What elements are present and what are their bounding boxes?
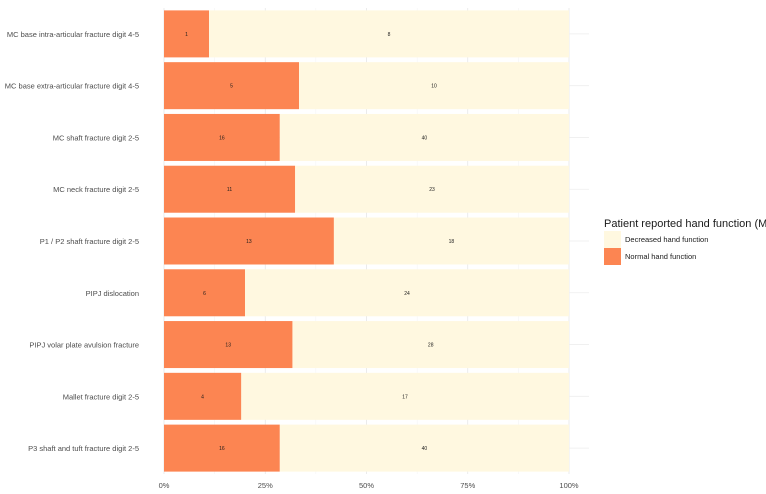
- x-tick-label: 100%: [559, 481, 579, 489]
- bar-decreased: [241, 372, 569, 420]
- data-label: 16: [219, 446, 225, 452]
- data-label: 23: [429, 187, 435, 193]
- bar-normal: [164, 372, 242, 420]
- data-label: 10: [431, 84, 437, 90]
- bar-decreased: [299, 62, 569, 110]
- bar-decreased: [292, 321, 569, 369]
- y-tick-label: PIPJ dislocation: [86, 289, 139, 298]
- x-axis-tick-labels: 0% 25% 50% 75% 100%: [159, 481, 579, 490]
- bar-decreased: [295, 165, 569, 213]
- bar-normal: [164, 165, 296, 213]
- data-label: 17: [402, 394, 408, 400]
- y-axis-tick-labels: MC base intra-articular fracture digit 4…: [5, 30, 139, 453]
- y-tick-label: MC neck fracture digit 2-5: [53, 185, 139, 194]
- y-tick-label: MC shaft fracture digit 2-5: [53, 133, 139, 142]
- y-tick-label: MC base intra-articular fracture digit 4…: [7, 30, 139, 39]
- data-label: 16: [219, 135, 225, 141]
- data-label: 24: [404, 291, 410, 297]
- legend-label: Normal hand function: [625, 252, 696, 261]
- bars: [164, 10, 569, 472]
- legend: Patient reported hand function (MHQ) Dec…: [604, 218, 766, 265]
- data-label: 40: [422, 446, 428, 452]
- data-label: 6: [203, 291, 206, 297]
- x-tick-label: 75%: [460, 481, 475, 489]
- legend-label: Decreased hand function: [625, 235, 708, 244]
- y-tick-label: PIPJ volar plate avulsion fracture: [29, 341, 139, 350]
- legend-key: [604, 248, 621, 265]
- x-tick-label: 50%: [359, 481, 374, 489]
- bar-decreased: [333, 217, 569, 265]
- bar-normal: [164, 321, 293, 369]
- bar-normal: [164, 62, 299, 110]
- bar-normal: [164, 424, 280, 472]
- x-tick-label: 25%: [258, 481, 273, 489]
- data-label: 4: [201, 394, 204, 400]
- data-label: 13: [246, 239, 252, 245]
- bar-normal: [164, 10, 209, 58]
- data-label: 40: [422, 135, 428, 141]
- bar-decreased: [279, 113, 569, 161]
- bar-normal: [164, 269, 245, 317]
- bar-decreased: [245, 269, 569, 317]
- legend-key: [604, 231, 621, 248]
- data-label: 28: [428, 343, 434, 349]
- bar-normal: [164, 113, 280, 161]
- data-label: 13: [225, 343, 231, 349]
- data-label: 1: [185, 32, 188, 38]
- legend-title: Patient reported hand function (MHQ): [604, 218, 766, 230]
- y-tick-label: Mallet fracture digit 2-5: [63, 392, 139, 401]
- bar-decreased: [209, 10, 569, 58]
- bar-normal: [164, 217, 334, 265]
- y-tick-label: P1 / P2 shaft fracture digit 2-5: [40, 237, 139, 246]
- y-tick-label: MC base extra-articular fracture digit 4…: [5, 82, 139, 91]
- data-label: 11: [227, 187, 232, 193]
- x-tick-label: 0%: [159, 481, 170, 489]
- bar-decreased: [279, 424, 569, 472]
- data-label: 8: [388, 32, 391, 38]
- data-label: 18: [449, 239, 455, 245]
- y-tick-label: P3 shaft and tuft fracture digit 2-5: [28, 444, 139, 453]
- data-label: 5: [230, 84, 233, 90]
